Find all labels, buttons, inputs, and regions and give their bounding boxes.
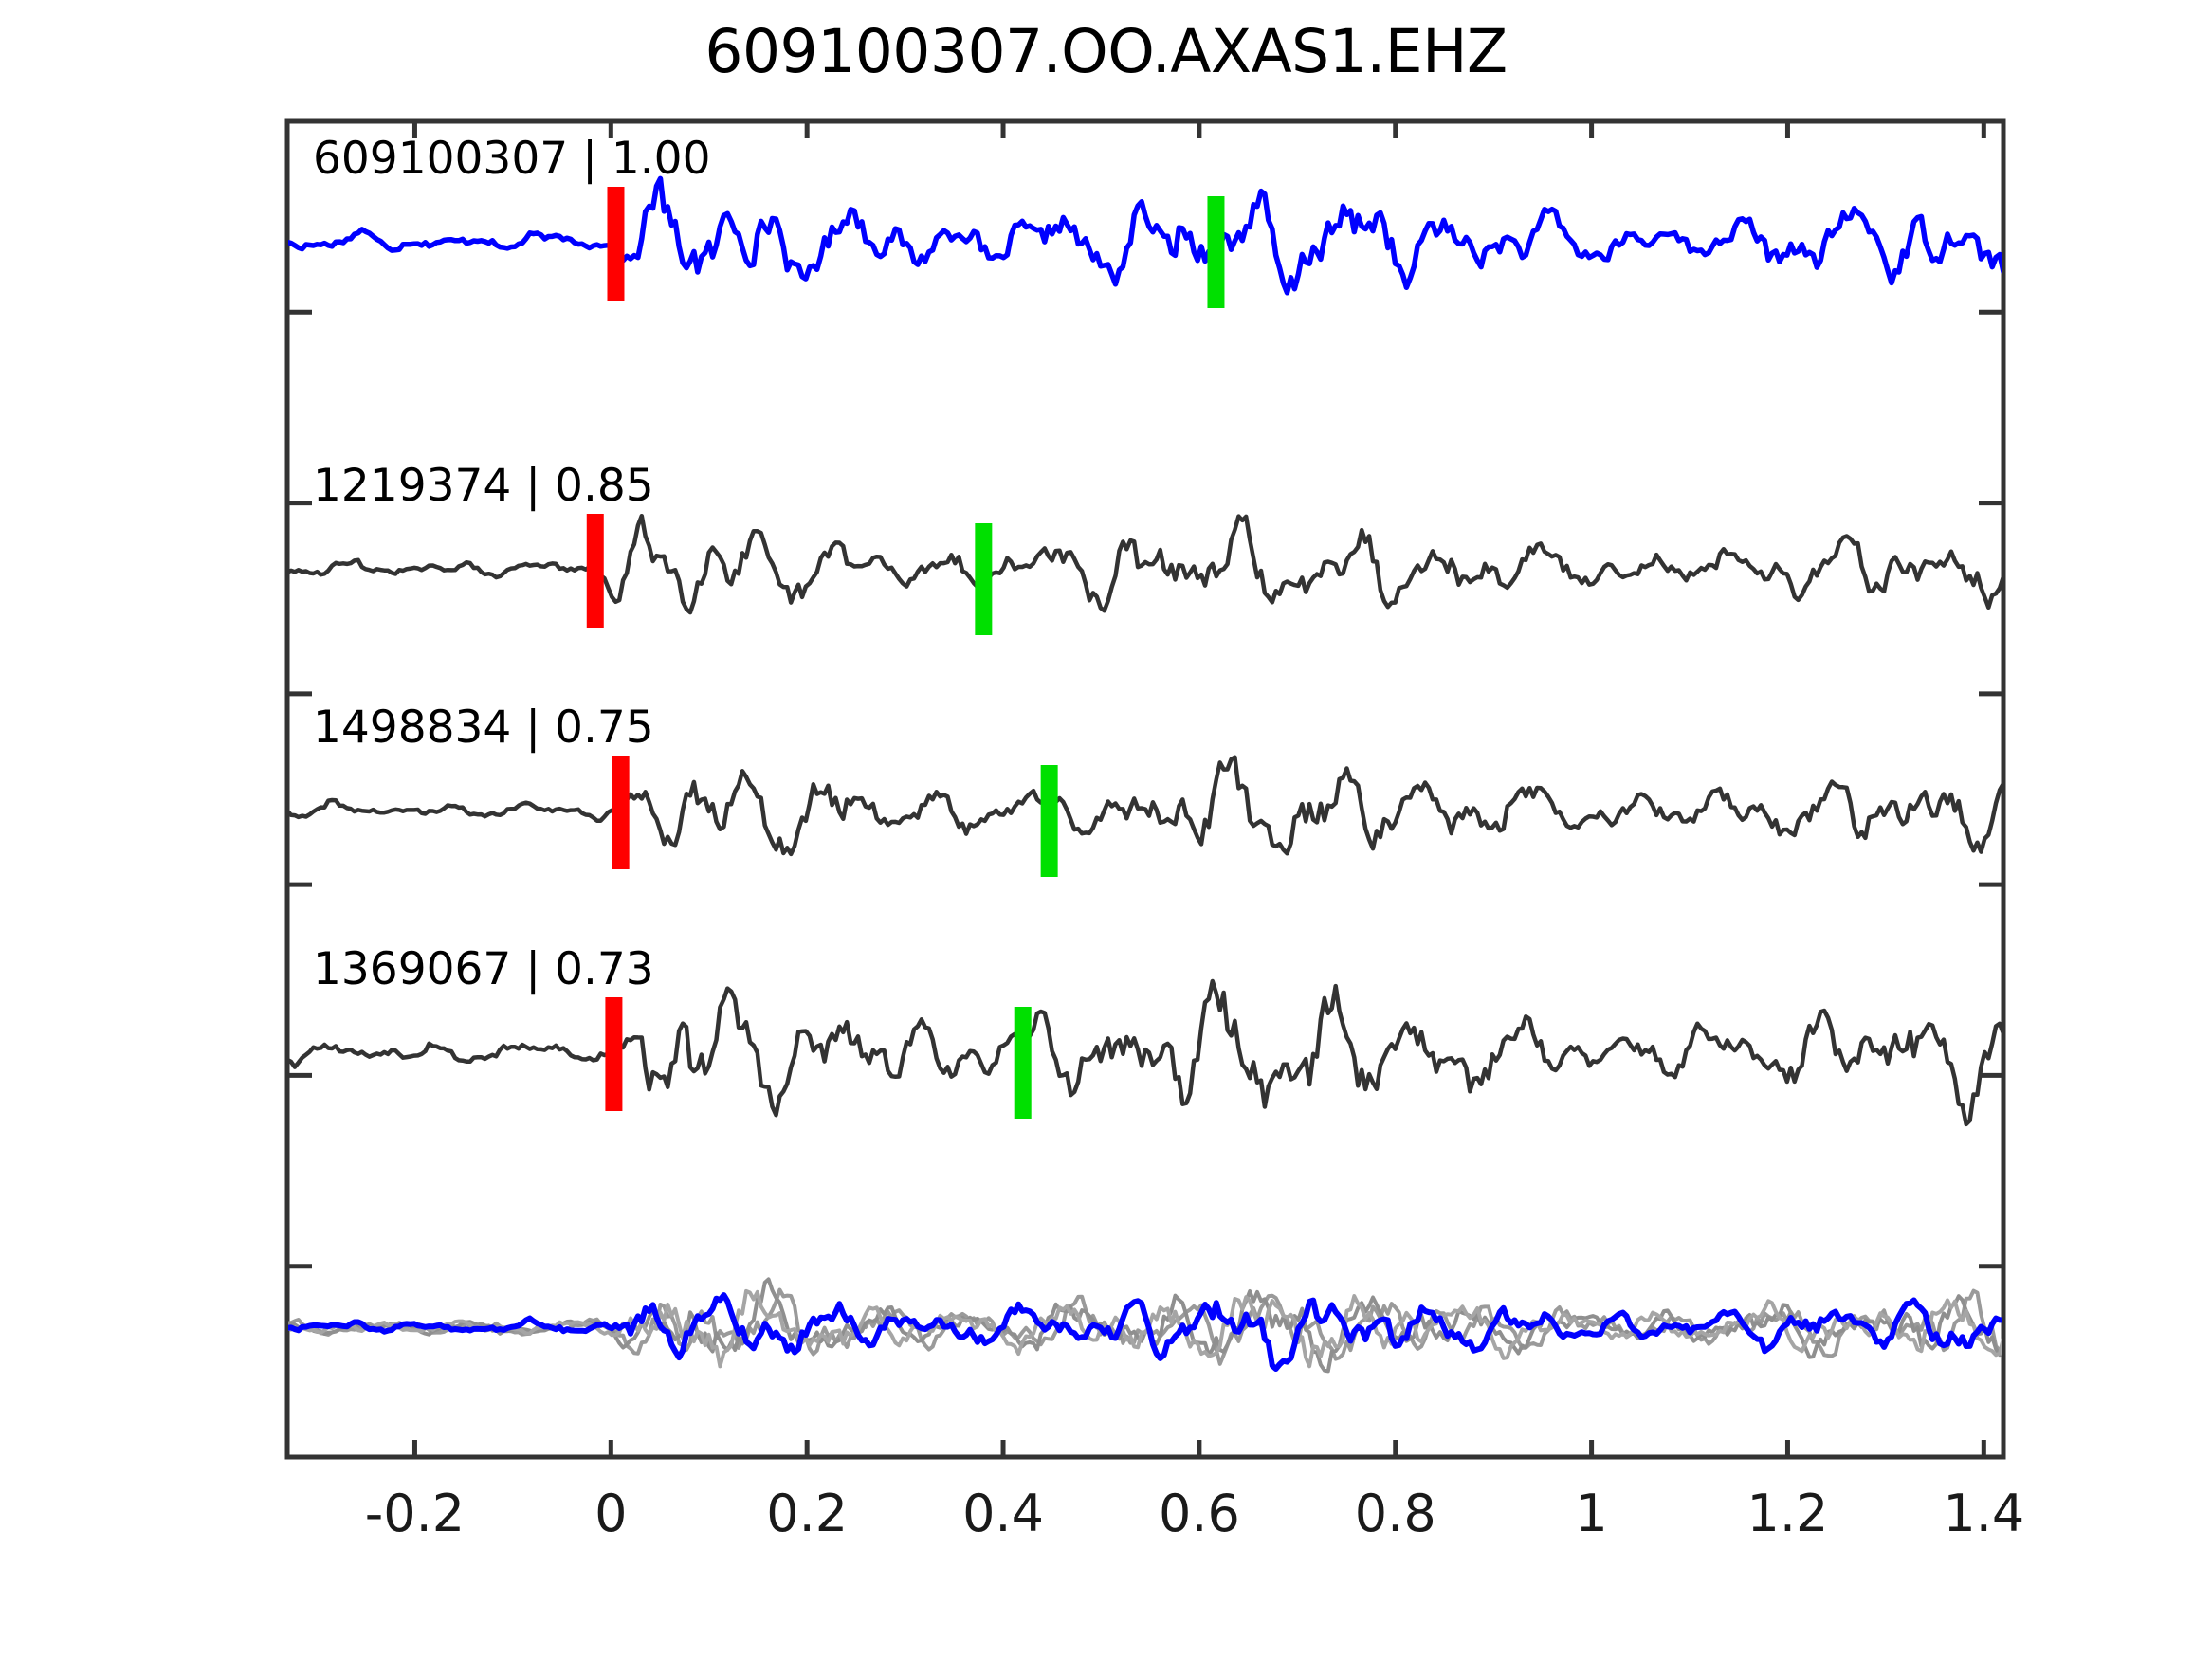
x-tick-label: 1.2 bbox=[1747, 1484, 1829, 1543]
trace-label: 1498834 | 0.75 bbox=[313, 702, 654, 754]
s-pick-marker bbox=[1207, 196, 1225, 308]
x-tick-label: 0.6 bbox=[1159, 1484, 1240, 1543]
x-tick-label: -0.2 bbox=[365, 1484, 465, 1543]
p-pick-marker bbox=[612, 756, 630, 869]
traces-layer bbox=[288, 175, 2002, 1374]
x-tick-label: 0 bbox=[594, 1484, 627, 1543]
p-pick-marker bbox=[586, 514, 604, 628]
p-pick-marker bbox=[605, 997, 623, 1111]
s-pick-marker bbox=[1040, 765, 1058, 877]
waveform-trace bbox=[288, 978, 2002, 1127]
waveform-trace bbox=[288, 755, 2002, 857]
plot-frame bbox=[284, 118, 2006, 1460]
x-tick-label: 1.4 bbox=[1943, 1484, 2024, 1543]
trace-label: 609100307 | 1.00 bbox=[313, 133, 711, 185]
stack-overlay-trace bbox=[288, 1288, 2002, 1369]
y-axis-ticks bbox=[287, 309, 2003, 1269]
waveform-trace bbox=[288, 513, 2002, 615]
x-tick-label: 0.4 bbox=[962, 1484, 1044, 1543]
x-tick-label: 0.8 bbox=[1355, 1484, 1436, 1543]
stack-template-trace bbox=[288, 1292, 2002, 1372]
s-pick-marker bbox=[1014, 1007, 1032, 1119]
x-tick-labels: -0.2 0 0.2 0.4 0.6 0.8 1 1.2 1.4 bbox=[365, 1484, 2024, 1543]
trace-label: 1219374 | 0.85 bbox=[313, 460, 654, 512]
x-axis-ticks bbox=[411, 121, 1986, 1457]
trace-labels-layer: 609100307 | 1.00 1219374 | 0.85 1498834 | … bbox=[313, 133, 711, 995]
trace-label: 1369067 | 0.73 bbox=[313, 943, 654, 995]
page-title: 609100307.OO.AXAS1.EHZ bbox=[704, 17, 1508, 86]
waveform-trace bbox=[288, 175, 2002, 296]
pick-markers-layer bbox=[586, 187, 1225, 1119]
x-tick-label: 1 bbox=[1575, 1484, 1607, 1543]
p-pick-marker bbox=[607, 187, 625, 301]
s-pick-marker bbox=[975, 523, 993, 635]
x-tick-label: 0.2 bbox=[766, 1484, 848, 1543]
